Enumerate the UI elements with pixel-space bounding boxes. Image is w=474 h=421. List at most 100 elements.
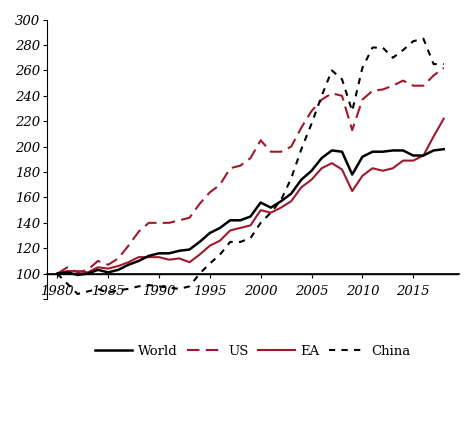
EA — [166, 257, 172, 262]
US — [441, 65, 447, 70]
EA — [176, 256, 182, 261]
World — [319, 155, 325, 160]
EA — [55, 271, 60, 276]
China — [339, 77, 345, 82]
China — [349, 109, 355, 114]
US — [247, 155, 253, 160]
EA — [441, 116, 447, 121]
US — [166, 220, 172, 225]
US — [319, 97, 325, 102]
World — [441, 147, 447, 152]
EA — [288, 199, 294, 204]
EA — [237, 225, 243, 230]
World — [166, 251, 172, 256]
US — [176, 218, 182, 223]
China — [247, 236, 253, 241]
EA — [85, 270, 91, 275]
China — [197, 271, 202, 276]
US — [288, 144, 294, 149]
US — [390, 83, 396, 88]
US — [136, 229, 141, 234]
EA — [217, 238, 223, 243]
US — [197, 201, 202, 206]
World — [349, 172, 355, 177]
US — [329, 91, 335, 96]
EA — [400, 158, 406, 163]
World — [156, 251, 162, 256]
EA — [228, 228, 233, 233]
World — [228, 218, 233, 223]
EA — [339, 167, 345, 172]
EA — [420, 153, 426, 158]
China — [187, 284, 192, 289]
EA — [278, 205, 284, 210]
Line: EA: EA — [57, 119, 444, 274]
US — [126, 243, 131, 248]
EA — [156, 255, 162, 260]
Line: China: China — [57, 39, 444, 294]
World — [329, 148, 335, 153]
Legend: World, US, EA, China: World, US, EA, China — [90, 339, 416, 363]
China — [237, 240, 243, 245]
EA — [207, 243, 213, 248]
US — [105, 262, 111, 267]
China — [309, 121, 314, 126]
China — [288, 176, 294, 181]
World — [64, 270, 70, 275]
World — [370, 149, 375, 154]
US — [146, 220, 152, 225]
US — [339, 93, 345, 99]
EA — [136, 255, 141, 260]
China — [360, 65, 365, 70]
World — [400, 148, 406, 153]
China — [207, 261, 213, 266]
World — [360, 154, 365, 159]
World — [299, 177, 304, 182]
China — [228, 240, 233, 245]
EA — [360, 173, 365, 179]
China — [258, 220, 264, 225]
US — [237, 163, 243, 168]
US — [207, 190, 213, 195]
World — [197, 240, 202, 245]
EA — [197, 252, 202, 257]
World — [217, 225, 223, 230]
China — [410, 39, 416, 44]
World — [247, 214, 253, 219]
EA — [370, 166, 375, 171]
US — [309, 109, 314, 114]
China — [299, 147, 304, 152]
China — [146, 282, 152, 288]
China — [64, 281, 70, 286]
World — [95, 267, 101, 272]
EA — [390, 166, 396, 171]
World — [207, 230, 213, 235]
World — [116, 267, 121, 272]
World — [55, 271, 60, 276]
China — [431, 61, 437, 67]
EA — [187, 260, 192, 265]
US — [268, 149, 273, 154]
US — [431, 73, 437, 78]
World — [380, 149, 385, 154]
US — [410, 83, 416, 88]
China — [400, 48, 406, 53]
China — [329, 68, 335, 73]
China — [116, 288, 121, 293]
US — [278, 149, 284, 154]
World — [146, 253, 152, 258]
US — [116, 256, 121, 261]
US — [95, 258, 101, 264]
EA — [116, 264, 121, 269]
China — [370, 45, 375, 50]
China — [55, 271, 60, 276]
EA — [126, 260, 131, 265]
US — [187, 215, 192, 220]
US — [75, 270, 81, 275]
EA — [431, 134, 437, 139]
EA — [146, 255, 152, 260]
China — [95, 286, 101, 291]
China — [75, 291, 81, 296]
Line: World: World — [57, 149, 444, 275]
EA — [75, 269, 81, 274]
